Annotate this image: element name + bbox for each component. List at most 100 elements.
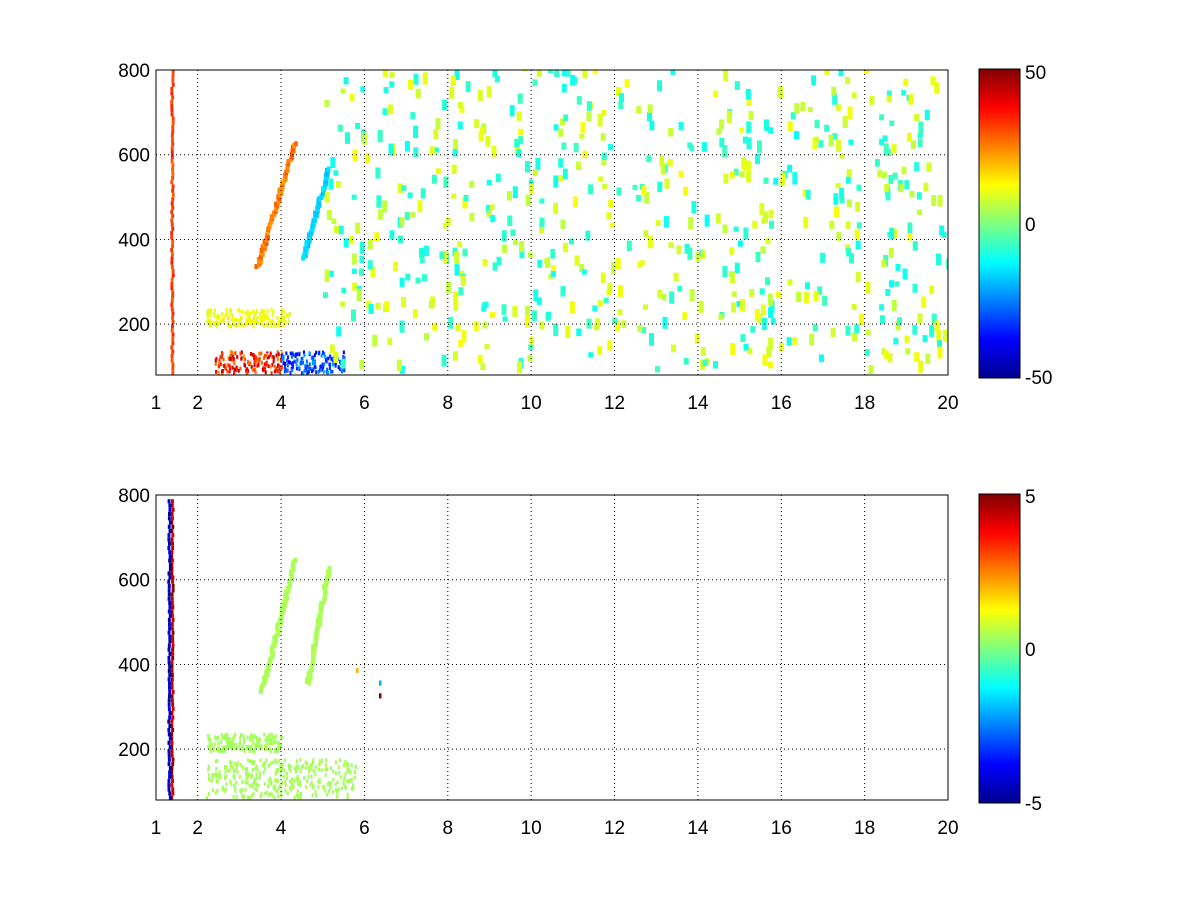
- heatmap-cell: [337, 765, 340, 770]
- heatmap-cell: [277, 324, 280, 328]
- heatmap-cell: [268, 736, 271, 740]
- heatmap-cell: [311, 361, 314, 365]
- heatmap-cell: [502, 316, 508, 322]
- heatmap-cell: [412, 309, 418, 319]
- heatmap-cell: [332, 362, 335, 367]
- heatmap-cell: [216, 758, 219, 763]
- heatmap-cell: [776, 292, 781, 298]
- heatmap-cell: [280, 180, 284, 186]
- heatmap-cell: [736, 301, 742, 307]
- heatmap-cell: [216, 316, 219, 321]
- heatmap-cell: [167, 630, 171, 635]
- heatmap-cell: [606, 289, 612, 295]
- heatmap-cell: [854, 229, 860, 239]
- heatmap-cell: [375, 167, 381, 179]
- x-tick-label: 18: [854, 818, 875, 839]
- heatmap-cell: [170, 744, 174, 750]
- heatmap-cell: [167, 588, 171, 593]
- heatmap-cell: [359, 268, 364, 276]
- heatmap-cell: [225, 774, 228, 779]
- heatmap-cell: [677, 285, 683, 292]
- heatmap-cell: [170, 99, 174, 104]
- heatmap-cell: [208, 776, 211, 781]
- heatmap-cell: [168, 622, 171, 627]
- heatmap-cell: [448, 316, 454, 329]
- heatmap-cell: [338, 367, 341, 372]
- heatmap-cell: [477, 89, 483, 101]
- heatmap-cell: [170, 711, 174, 716]
- heatmap-cell: [221, 369, 224, 374]
- heatmap-cell: [212, 321, 215, 326]
- heatmap-cell: [413, 147, 419, 158]
- heatmap-cell: [320, 768, 323, 773]
- heatmap-cell: [318, 767, 321, 772]
- heatmap-cell: [168, 736, 172, 741]
- heatmap-cell: [374, 232, 380, 242]
- heatmap-cell: [746, 121, 752, 134]
- heatmap-cell: [226, 733, 229, 738]
- heatmap-cell: [226, 742, 229, 746]
- heatmap-cell: [895, 263, 901, 271]
- heatmap-cell: [171, 319, 175, 325]
- heatmap-cell: [934, 320, 940, 331]
- heatmap-cell: [314, 765, 317, 769]
- heatmap-cell: [217, 741, 220, 745]
- heatmap-cell: [219, 319, 222, 323]
- heatmap-cell: [768, 307, 773, 318]
- heatmap-cell: [600, 133, 606, 141]
- heatmap-cell: [528, 179, 534, 188]
- heatmap-cell: [486, 86, 492, 98]
- heatmap-cell: [759, 203, 765, 216]
- heatmap-cell: [518, 128, 524, 135]
- heatmap-cell: [597, 113, 603, 127]
- heatmap-cell: [887, 352, 893, 363]
- heatmap-cell: [754, 309, 760, 321]
- heatmap-cell: [275, 622, 280, 628]
- heatmap-cell: [219, 775, 222, 779]
- heatmap-cell: [170, 86, 174, 92]
- heatmap-cell: [289, 569, 293, 575]
- heatmap-cell: [473, 321, 479, 331]
- x-tick-label: 6: [359, 393, 370, 414]
- heatmap-cell: [170, 133, 174, 138]
- heatmap-cell: [331, 369, 334, 374]
- heatmap-cell: [246, 775, 249, 780]
- heatmap-cell: [210, 778, 213, 783]
- heatmap-cell: [167, 579, 171, 584]
- heatmap-cell: [839, 153, 845, 159]
- heatmap-cell: [897, 317, 902, 326]
- heatmap-cell: [274, 778, 277, 782]
- heatmap-cell: [903, 78, 909, 87]
- heatmap-cell: [780, 172, 786, 183]
- heatmap-cell: [229, 740, 232, 744]
- heatmap-cell: [921, 296, 927, 309]
- heatmap-cell: [452, 351, 458, 361]
- heatmap-cell: [818, 140, 824, 148]
- heatmap-cell: [171, 579, 174, 584]
- heatmap-cell: [170, 698, 174, 703]
- heatmap-cell: [647, 112, 652, 122]
- heatmap-cell: [269, 792, 272, 796]
- heatmap-cell: [225, 737, 228, 741]
- heatmap-cell: [170, 108, 174, 113]
- heatmap-cell: [263, 761, 266, 766]
- heatmap-cell: [848, 139, 854, 145]
- heatmap-cell: [284, 319, 287, 324]
- heatmap-cell: [713, 90, 719, 98]
- heatmap-cell: [307, 680, 311, 686]
- heatmap-cell: [167, 732, 171, 737]
- heatmap-cell: [337, 124, 343, 132]
- heatmap-cell: [216, 314, 219, 318]
- heatmap-cell: [289, 768, 292, 773]
- x-ticks-top: 1 2 4 6 8 10 12 14 16 18 20: [151, 393, 959, 414]
- heatmap-cell: [260, 792, 263, 797]
- heatmap-cell: [237, 318, 240, 323]
- heatmap-cell: [328, 782, 331, 787]
- heatmap-cell: [291, 368, 294, 373]
- heatmap-cell: [283, 779, 286, 784]
- heatmap-cell: [324, 355, 327, 359]
- heatmap-cell: [171, 558, 174, 563]
- heatmap-cell: [234, 789, 237, 794]
- heatmap-cell: [168, 503, 172, 508]
- heatmap-cell: [171, 197, 175, 202]
